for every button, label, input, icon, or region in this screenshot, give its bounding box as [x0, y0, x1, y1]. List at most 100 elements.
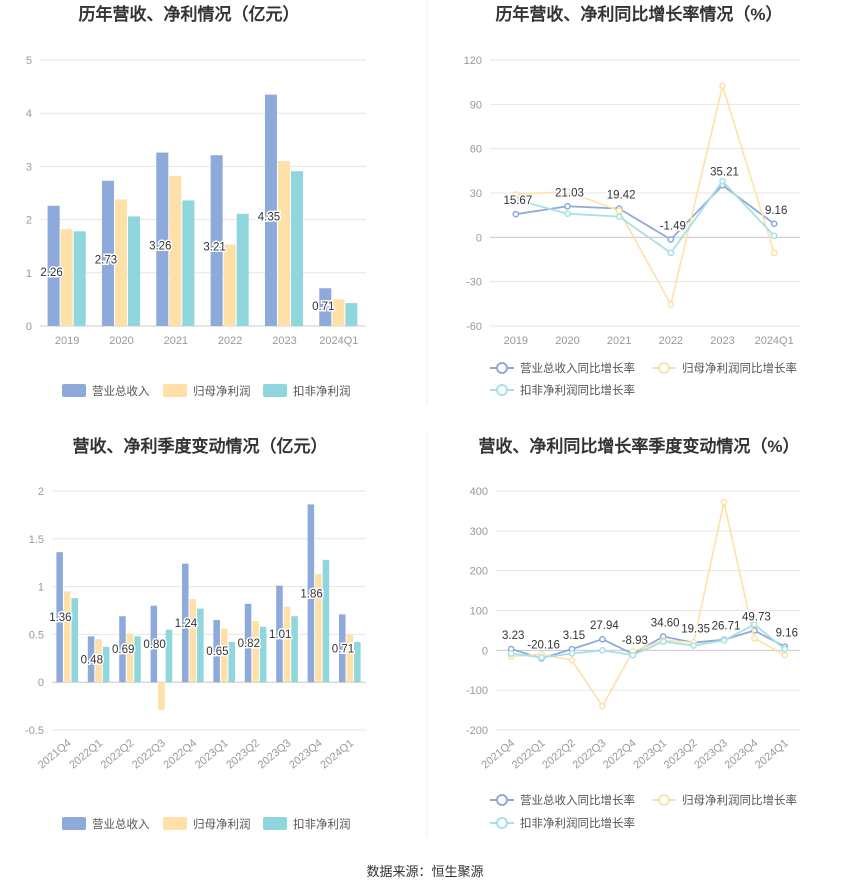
line-value-label: 49.73 — [742, 612, 771, 624]
bar-net-profit — [63, 591, 71, 683]
legend-swatch — [62, 384, 86, 397]
chart-annual-growth: 历年营收、净利同比增长率情况（%） -60 -30 0 30 60 90 120 2019 202… — [464, 4, 800, 397]
y-tick-label: 400 — [470, 486, 488, 498]
y-tick-label: 1 — [38, 582, 44, 594]
bar-deducted-profit — [128, 216, 141, 326]
legend-label: 归母净利润同比增长率 — [682, 793, 797, 807]
x-tick-label: 2023Q2 — [662, 737, 700, 771]
bar-revenue — [338, 614, 346, 683]
y-tick-label: 1.5 — [29, 534, 44, 546]
bar-revenue — [264, 94, 277, 326]
bar-revenue — [244, 603, 252, 683]
x-tick-label: 2022Q3 — [130, 737, 168, 771]
series-point — [512, 196, 520, 203]
legend-swatch-marker — [496, 817, 508, 829]
bar-net-profit — [220, 628, 228, 683]
bar-value-label: 1.36 — [49, 612, 71, 624]
series-point — [770, 220, 778, 228]
x-tick-label: 2022Q3 — [571, 737, 609, 771]
legend-swatch-marker — [496, 794, 508, 806]
bar-net-profit — [126, 633, 134, 683]
bar-revenue — [119, 616, 126, 683]
series-point — [719, 177, 726, 185]
y-tick-label: 3 — [26, 161, 32, 173]
x-tick-label: 2023Q3 — [256, 737, 294, 771]
x-tick-label: 2022 — [218, 335, 242, 347]
bar-net-profit — [189, 599, 197, 683]
line-value-label: 35.21 — [710, 166, 739, 178]
legend-swatch — [263, 384, 287, 397]
legend-swatch — [62, 817, 86, 830]
legend-label: 扣非净利润同比增长率 — [520, 816, 635, 830]
y-tick-label: 120 — [464, 55, 482, 67]
x-tick-label: 2024Q1 — [319, 335, 358, 347]
y-tick-label: 2 — [26, 215, 32, 227]
bar-revenue — [101, 180, 114, 326]
legend-swatch-marker — [658, 362, 670, 374]
y-tick-label: 300 — [470, 526, 488, 538]
legend-swatch — [263, 817, 287, 830]
chart-title: 历年营收、净利情况（亿元） — [79, 4, 300, 24]
legend-swatch-marker — [496, 384, 508, 396]
bar-deducted-profit — [134, 636, 141, 683]
chart-title: 历年营收、净利同比增长率情况（%） — [495, 4, 782, 24]
bar-revenue — [276, 585, 283, 683]
y-tick-label: -0.5 — [25, 725, 44, 737]
x-tick-label: 2023 — [272, 335, 296, 347]
x-tick-label: 2022Q1 — [510, 737, 548, 771]
legend-label: 扣非净利润 — [293, 384, 351, 398]
bar-deducted-profit — [345, 303, 358, 326]
series-point — [751, 621, 758, 628]
series-point — [507, 650, 515, 657]
legend-label: 营业总收入 — [92, 384, 150, 398]
bar-deducted-profit — [322, 559, 330, 683]
x-tick-label: 2021Q4 — [36, 737, 74, 771]
bar-net-profit — [315, 574, 322, 683]
bar-deducted-profit — [259, 626, 267, 683]
y-tick-label: 100 — [470, 606, 488, 618]
legend-item: 扣非净利润同比增长率 — [490, 383, 635, 397]
legend-label: 营业总收入 — [92, 817, 150, 831]
x-tick-label: 2022Q2 — [540, 737, 578, 771]
series-point — [599, 635, 606, 643]
line-value-label: 9.16 — [765, 205, 787, 217]
bar-value-label: 0.71 — [312, 301, 334, 313]
legend-label: 营业总收入同比增长率 — [520, 361, 635, 375]
series-point — [564, 210, 571, 218]
y-tick-label: 2 — [38, 486, 44, 498]
series-point — [690, 642, 697, 649]
bar-revenue — [47, 205, 60, 326]
bar-deducted-profit — [182, 200, 195, 326]
x-tick-label: 2024Q1 — [319, 737, 357, 771]
bar-revenue — [56, 552, 63, 683]
bar-value-label: 0.65 — [206, 646, 228, 658]
line-value-label: 34.60 — [651, 618, 680, 630]
bar-value-label: 0.82 — [238, 638, 260, 650]
series-line-0 — [515, 184, 775, 241]
bar-net-profit — [283, 606, 291, 683]
legend-item: 归母净利润同比增长率 — [652, 793, 797, 807]
x-tick-label: 2023 — [710, 335, 734, 347]
bar-net-profit — [346, 634, 354, 683]
bar-value-label: 0.80 — [143, 639, 165, 651]
bar-revenue — [181, 563, 189, 683]
series-point — [719, 82, 726, 90]
x-tick-label: 2021Q4 — [479, 737, 517, 771]
legend-label: 扣非净利润同比增长率 — [520, 383, 635, 397]
bar-deducted-profit — [102, 646, 110, 683]
x-tick-label: 2019 — [55, 335, 79, 347]
legend-item: 营业总收入 — [62, 817, 150, 831]
x-tick-label: 2022Q2 — [99, 737, 137, 771]
legend-swatch — [163, 384, 187, 397]
y-tick-label: 0 — [26, 321, 32, 333]
series-point — [615, 213, 623, 220]
y-tick-label: -100 — [466, 685, 488, 697]
series-point — [629, 651, 637, 659]
legend-item: 营业总收入同比增长率 — [490, 793, 635, 807]
bar-value-label: 2.26 — [40, 267, 62, 279]
series-point — [667, 249, 675, 257]
bar-value-label: 1.86 — [300, 588, 322, 600]
x-tick-label: 2024Q1 — [755, 335, 794, 347]
x-tick-label: 2021 — [164, 335, 188, 347]
bar-value-label: 0.71 — [332, 643, 354, 655]
